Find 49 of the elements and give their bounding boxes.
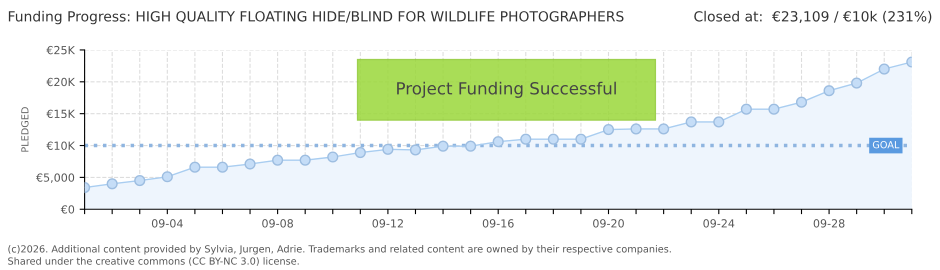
point [134, 175, 146, 186]
point [658, 123, 670, 135]
point [354, 146, 366, 158]
point [106, 178, 118, 190]
x-tick-label: 09-04 [152, 219, 183, 228]
ref-line-label: GOAL [872, 140, 900, 148]
x-tick-label: 09-28 [814, 219, 844, 228]
y-tick-label: €15K [46, 110, 76, 118]
point [492, 136, 504, 148]
y-tick-label: €25K [46, 46, 76, 54]
y-tick-label: €10K [46, 142, 76, 150]
point [602, 124, 614, 136]
point [327, 151, 338, 163]
x-tick-label: 09-12 [372, 219, 403, 228]
x-tick-label: 09-24 [703, 219, 734, 228]
point [410, 144, 422, 156]
point [824, 85, 835, 96]
point [216, 162, 228, 173]
point [162, 171, 173, 182]
x-tick-label: 09-08 [262, 219, 293, 228]
x-tick-label: 09-16 [482, 219, 514, 228]
point [272, 154, 284, 166]
point [437, 140, 449, 152]
point [740, 104, 752, 115]
point [713, 116, 724, 128]
point [851, 78, 862, 89]
point [244, 158, 256, 170]
point [686, 116, 697, 128]
chart-subtitle: Closed at: €23,109 / €10k (231%) [694, 10, 932, 24]
point [796, 96, 808, 108]
text: Shared under the creative commons (CC BY-NC 3.0) license. [8, 257, 299, 266]
point [465, 140, 476, 152]
y-tick-label: €5,000 [36, 173, 74, 183]
point [520, 134, 532, 145]
point [575, 134, 586, 145]
y-axis-title: PLEDGED [21, 107, 29, 152]
point [189, 162, 200, 173]
point [768, 104, 780, 115]
point [630, 123, 642, 135]
point [548, 134, 559, 145]
point [300, 154, 311, 166]
point [878, 64, 890, 75]
y-tick-label: €0 [60, 205, 74, 214]
y-tick-label: €20K [46, 78, 76, 86]
annotation: Project Funding Successful [397, 82, 616, 98]
chart-title: Funding Progress: HIGH QUALITY FLOATING HIDE/BLIND FOR WILDLIFE PHOTOGRAPHERS [8, 10, 624, 24]
text: (c)2026. Additional content provided by Sylvia, Jurgen, Adrie. Trademarks and related content are owned by their respective companies. [8, 245, 671, 254]
point [382, 144, 394, 155]
x-tick-label: 09-20 [593, 219, 624, 228]
